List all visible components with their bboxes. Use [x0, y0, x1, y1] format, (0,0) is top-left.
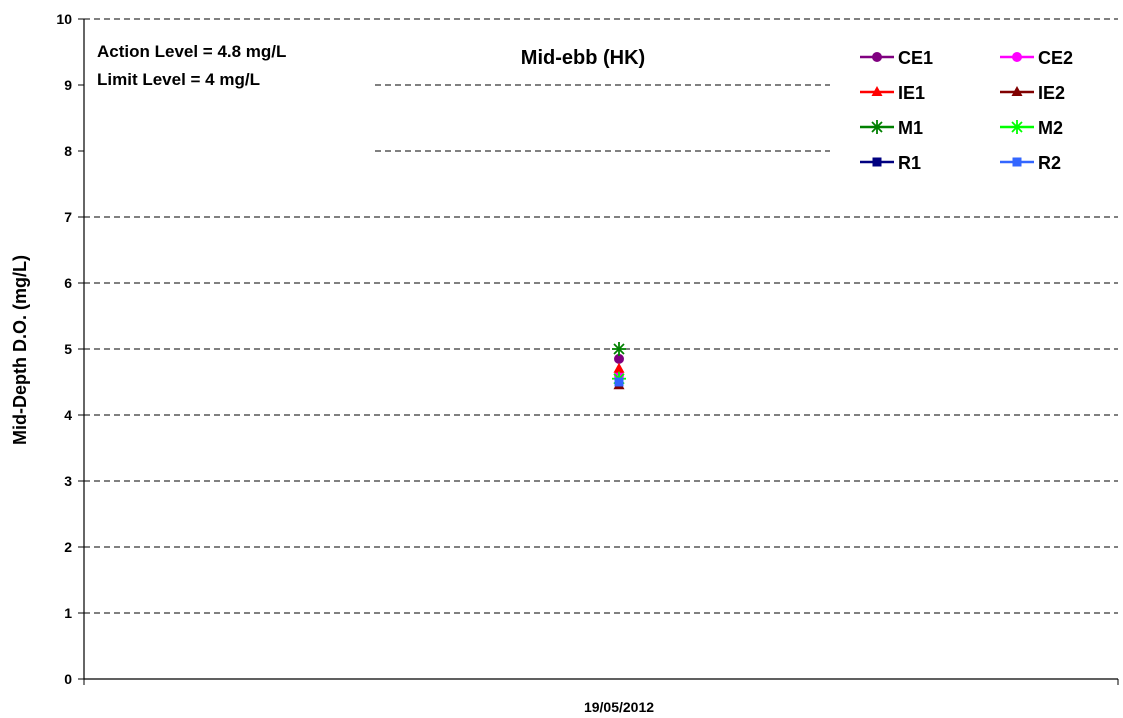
legend-label: M1 [898, 118, 923, 138]
legend-marker [1010, 120, 1024, 134]
y-tick-label: 5 [64, 341, 72, 357]
legend-label: CE1 [898, 48, 933, 68]
action-level-annotation: Action Level = 4.8 mg/L [97, 42, 286, 61]
legend-label: M2 [1038, 118, 1063, 138]
y-tick-label: 0 [64, 671, 72, 687]
y-tick-label: 2 [64, 539, 72, 555]
legend-item-ce1: CE1 [860, 48, 933, 68]
y-tick-label: 7 [64, 209, 72, 225]
y-tick-label: 4 [64, 407, 72, 423]
point-ce1 [614, 353, 624, 364]
x-tick-label: 19/05/2012 [584, 699, 654, 715]
axes [78, 18, 1119, 685]
y-tick-label: 6 [64, 275, 72, 291]
legend-item-ie2: IE2 [1000, 83, 1065, 103]
legend-label: IE1 [898, 83, 925, 103]
legend-item-ie1: IE1 [860, 83, 925, 103]
legend-marker [872, 52, 882, 62]
point-ie1 [613, 362, 625, 373]
x-tick-labels: 19/05/2012 [584, 699, 654, 715]
legend-marker [1012, 52, 1022, 62]
legend-marker [872, 157, 882, 167]
legend-marker [1012, 157, 1022, 167]
y-tick-label: 9 [64, 77, 72, 93]
legend-item-m2: M2 [1000, 118, 1063, 138]
point-r2 [614, 377, 624, 387]
y-tick-label: 8 [64, 143, 72, 159]
legend-label: IE2 [1038, 83, 1065, 103]
y-tick-label: 10 [56, 11, 72, 27]
y-axis-title: Mid-Depth D.O. (mg/L) [10, 255, 30, 445]
limit-level-annotation: Limit Level = 4 mg/L [97, 70, 260, 89]
legend-label: CE2 [1038, 48, 1073, 68]
chart-title: Mid-ebb (HK) [521, 47, 645, 69]
legend-item-r2: R2 [1000, 153, 1061, 173]
y-tick-labels: 0 1 2 3 4 5 6 7 8 9 10 [56, 11, 72, 687]
y-tick-label: 3 [64, 473, 72, 489]
legend-label: R1 [898, 153, 921, 173]
legend: CE1 CE2 IE1 IE2 M1 M2 R1 R2 [860, 48, 1073, 173]
point-m1 [612, 342, 626, 356]
legend-marker [1011, 86, 1023, 96]
y-tick-label: 1 [64, 605, 72, 621]
legend-marker [870, 120, 884, 134]
legend-marker [871, 86, 883, 96]
legend-item-ce2: CE2 [1000, 48, 1073, 68]
legend-item-r1: R1 [860, 153, 921, 173]
gridlines [84, 18, 1118, 614]
legend-item-m1: M1 [860, 118, 923, 138]
data-points [612, 342, 626, 390]
legend-label: R2 [1038, 153, 1061, 173]
